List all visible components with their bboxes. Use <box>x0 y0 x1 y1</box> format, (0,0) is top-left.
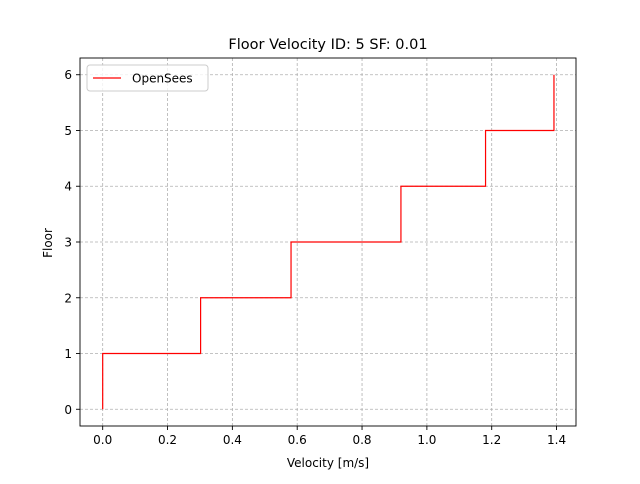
x-tick-label: 0.4 <box>223 433 242 447</box>
chart-title: Floor Velocity ID: 5 SF: 0.01 <box>228 37 427 53</box>
x-axis-label: Velocity [m/s] <box>287 456 369 470</box>
y-tick-label: 4 <box>64 180 72 194</box>
axes <box>76 57 577 430</box>
legend-frame <box>86 64 209 92</box>
y-tick-label: 3 <box>64 236 72 250</box>
x-tick-label: 0.2 <box>158 433 177 447</box>
y-tick-label: 2 <box>64 291 72 305</box>
y-tick-label: 0 <box>64 403 72 417</box>
y-axis-label: Floor <box>41 228 55 258</box>
y-tick-label: 6 <box>64 68 72 82</box>
x-tick-label: 1.4 <box>547 433 566 447</box>
legend: OpenSees <box>86 64 209 92</box>
x-tick-label: 0.0 <box>93 433 112 447</box>
tick-labels: 0.0 0.2 0.4 0.6 0.8 1.0 1.2 1.4 0 1 2 3 4 5 6 <box>64 68 566 447</box>
legend-label: OpenSees <box>132 72 193 86</box>
series-line-0 <box>102 74 555 410</box>
y-tick-label: 1 <box>64 347 72 361</box>
x-tick-label: 1.2 <box>482 433 501 447</box>
x-tick-label: 0.8 <box>352 433 371 447</box>
plot-series <box>102 74 555 410</box>
y-tick-label: 5 <box>64 124 72 138</box>
x-tick-label: 1.0 <box>417 433 436 447</box>
x-tick-label: 0.6 <box>288 433 307 447</box>
